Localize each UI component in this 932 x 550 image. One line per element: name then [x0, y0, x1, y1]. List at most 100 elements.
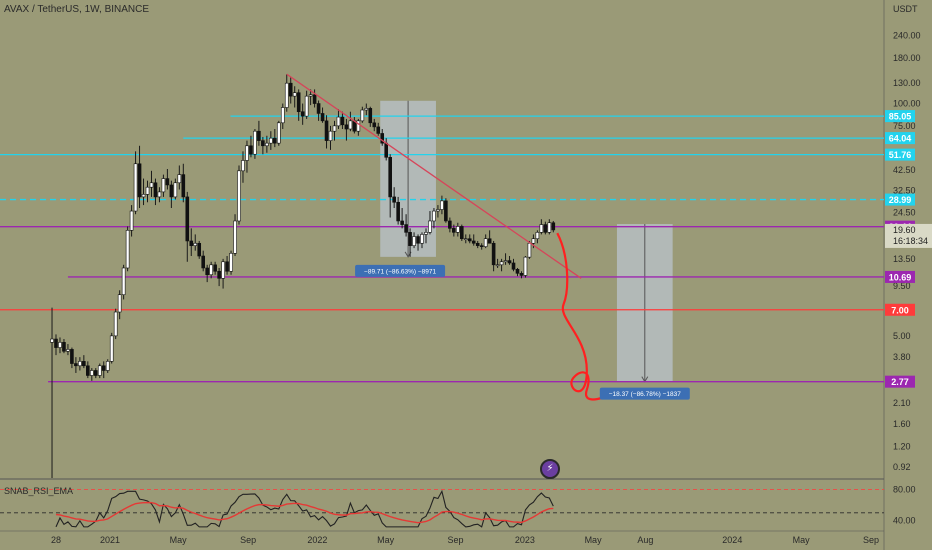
y-tick-label: 100.00 [893, 99, 921, 109]
candle-body [165, 178, 170, 186]
candle-body [221, 261, 225, 279]
candle-body [511, 262, 516, 270]
y-tick-label: 24.50 [893, 208, 916, 218]
candle-body [416, 236, 420, 244]
candle-body [448, 220, 452, 229]
level-tag-label: 51.76 [889, 150, 912, 160]
candle-body [308, 94, 313, 97]
candle-body [249, 145, 253, 155]
level-tag-label: 10.69 [889, 272, 912, 282]
x-tick-label: Aug [637, 535, 653, 545]
level-tag [885, 193, 915, 206]
level-tag-label: 85.05 [889, 112, 912, 122]
candle-body [324, 120, 329, 141]
candle-body [412, 236, 416, 246]
candle-body [483, 238, 488, 247]
candle-body [543, 224, 548, 233]
candle-body [380, 133, 385, 144]
candle-body [292, 92, 297, 97]
candle-body [487, 238, 492, 244]
x-tick-label: May [793, 535, 811, 545]
candle-body [161, 178, 166, 193]
x-tick-label: 2021 [100, 535, 120, 545]
y-tick-label: 3.80 [893, 352, 911, 362]
candle-body [265, 142, 269, 147]
candle-body [388, 156, 392, 198]
level-tag [885, 132, 915, 145]
level-tag-label: 2.77 [891, 377, 909, 387]
current-price-label: 19.60 [893, 225, 916, 235]
candle-body [300, 111, 305, 117]
oscillator-name: SNAB_RSI_EMA [4, 486, 74, 496]
level-tag-label: 64.04 [889, 134, 912, 144]
candle-body [197, 242, 202, 257]
candle-body [189, 240, 194, 246]
candle-body [444, 200, 448, 222]
candle-body [360, 109, 365, 122]
candle-body [288, 82, 293, 97]
candle-body [181, 174, 186, 198]
axis-currency-label: USDT [893, 4, 918, 14]
x-tick-label: 2022 [307, 535, 327, 545]
y-tick-label: 32.50 [893, 186, 916, 196]
candle-body [408, 232, 412, 246]
candle-body [261, 140, 265, 147]
candle-body [467, 238, 472, 242]
candle-body [432, 210, 436, 222]
candle-body [74, 363, 78, 367]
rsi-line [55, 489, 554, 528]
candle-body [105, 361, 110, 371]
candle-body [201, 255, 206, 269]
candle-body [86, 365, 90, 376]
candle-body [141, 194, 146, 198]
level-tag [885, 303, 915, 316]
candle-body [62, 342, 66, 352]
candle-body [225, 261, 229, 272]
candle-body [344, 124, 349, 130]
candle-body [213, 264, 217, 272]
x-tick-label: Sep [448, 535, 464, 545]
candle-body [58, 342, 62, 348]
candle-body [149, 182, 154, 188]
candle-body [97, 365, 102, 376]
level-tag [885, 270, 915, 283]
candle-body [328, 130, 333, 141]
level-tag [885, 110, 915, 123]
candle-body [257, 130, 261, 141]
x-tick-label: Sep [863, 535, 879, 545]
candle-body [372, 122, 377, 128]
level-tag [885, 375, 915, 388]
candle-body [527, 242, 532, 258]
level-tag-label: 28.99 [889, 195, 912, 205]
chart-title: AVAX / TetherUS, 1W, BINANCE [4, 4, 150, 15]
x-tick-label: May [170, 535, 188, 545]
candle-body [229, 252, 233, 272]
x-tick-label: May [585, 535, 603, 545]
y-tick-label: 42.50 [893, 165, 916, 175]
y-tick-label: 75.00 [893, 121, 916, 131]
candle-body [93, 370, 98, 376]
candle-body [78, 361, 82, 367]
candle-body [507, 260, 512, 264]
candle-body [280, 107, 285, 124]
measure-tag-2022-text: −89.71 (−86.63%) −8971 [364, 268, 436, 275]
candle-body [312, 94, 317, 104]
candle-body [66, 349, 70, 352]
candle-body [491, 242, 496, 266]
tradingview-logo-icon[interactable]: ⚡ [540, 459, 560, 479]
measure-tag-projection-text: −18.37 (−86.78%) −1837 [609, 391, 681, 398]
measure-tag-projection [599, 387, 690, 400]
oscillator-level-label: 40.00 [893, 516, 916, 526]
candle-body [420, 234, 424, 244]
y-tick-label: 9.50 [893, 281, 911, 291]
candle-body [133, 163, 138, 212]
candle-body [253, 130, 257, 155]
candle-body [551, 222, 556, 231]
candle-body [129, 210, 134, 231]
candle-body [499, 261, 504, 266]
candle-body [503, 260, 508, 263]
candle-body [205, 267, 209, 276]
candle-body [82, 361, 86, 367]
oscillator-level-label: 80.00 [893, 484, 916, 494]
